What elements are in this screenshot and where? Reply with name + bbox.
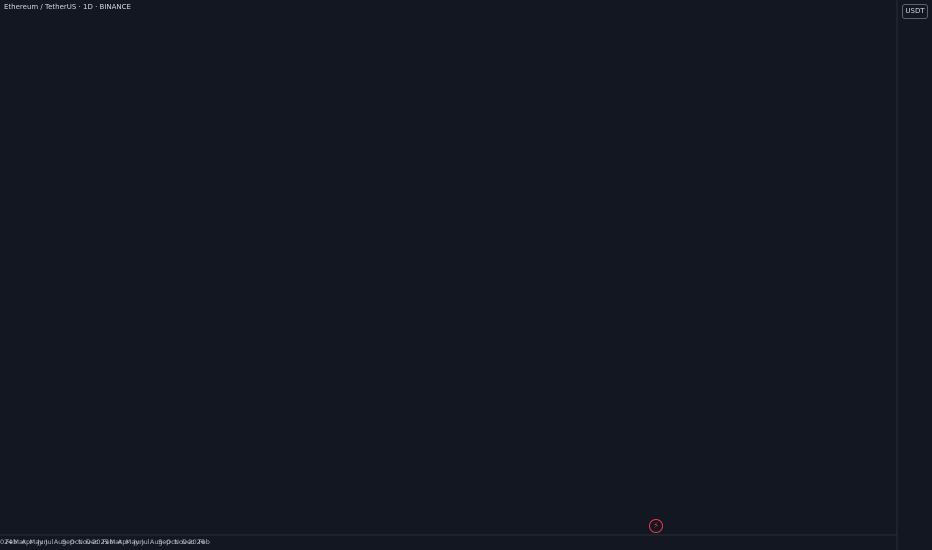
- x-tick-label: Feb: [102, 538, 114, 546]
- x-tick-label: Aug: [54, 538, 67, 546]
- x-tick-label: May: [126, 538, 140, 546]
- x-tick-label: Oct: [70, 538, 82, 546]
- x-tick-label: Aug: [150, 538, 163, 546]
- x-tick-label: Jul: [141, 538, 150, 546]
- x-tick-label: 2026: [188, 538, 205, 546]
- x-tick-label: Dec: [182, 538, 195, 546]
- x-tick-label: Feb: [6, 538, 18, 546]
- x-tick-label: Sep: [62, 538, 74, 546]
- chart-title[interactable]: Ethereum / TetherUS · 1D · BINANCE: [4, 3, 131, 11]
- x-tick-label: Mar: [13, 538, 26, 546]
- currency-button[interactable]: USDT: [902, 4, 928, 19]
- x-tick-label: Nov: [78, 538, 91, 546]
- x-tick-label: Feb: [198, 538, 210, 546]
- x-tick-label: Sep: [158, 538, 170, 546]
- x-tick-label: Apr: [118, 538, 130, 546]
- bolt-icon[interactable]: ⚡: [649, 519, 663, 533]
- x-tick-label: Oct: [166, 538, 178, 546]
- x-tick-label: Mar: [110, 538, 123, 546]
- x-tick-label: Dec: [86, 538, 99, 546]
- x-tick-label: Apr: [22, 538, 34, 546]
- x-tick-label: May: [29, 538, 43, 546]
- x-tick-label: Jun: [37, 538, 48, 546]
- x-tick-label: Jun: [133, 538, 144, 546]
- x-tick-label: 2024: [0, 538, 12, 546]
- x-tick-label: Jul: [45, 538, 54, 546]
- x-tick-label: Nov: [174, 538, 187, 546]
- x-tick-label: 2025: [92, 538, 109, 546]
